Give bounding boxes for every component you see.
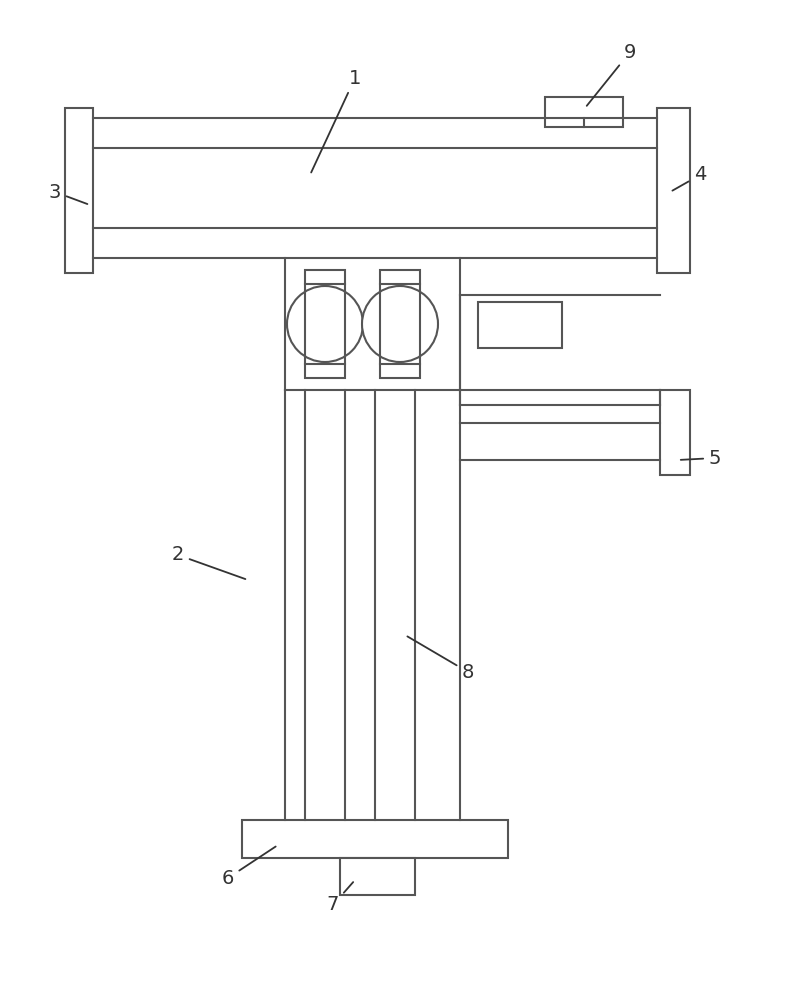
Bar [65,108,93,273]
Bar [380,364,420,378]
Bar [545,97,623,127]
Bar [380,270,420,284]
Text: 8: 8 [407,636,474,682]
Text: 4: 4 [673,165,706,191]
Text: 5: 5 [681,448,721,468]
Circle shape [362,286,438,362]
Text: 6: 6 [222,847,276,888]
Bar [660,390,690,475]
Text: 2: 2 [172,546,245,579]
Bar [305,270,345,284]
Text: 7: 7 [327,882,353,914]
Bar [242,820,508,858]
Bar [478,302,562,348]
Text: 9: 9 [586,42,636,106]
Bar [340,858,415,895]
Bar [657,108,690,273]
Text: 1: 1 [311,68,361,172]
Circle shape [287,286,363,362]
Text: 3: 3 [49,182,87,204]
Bar [305,364,345,378]
